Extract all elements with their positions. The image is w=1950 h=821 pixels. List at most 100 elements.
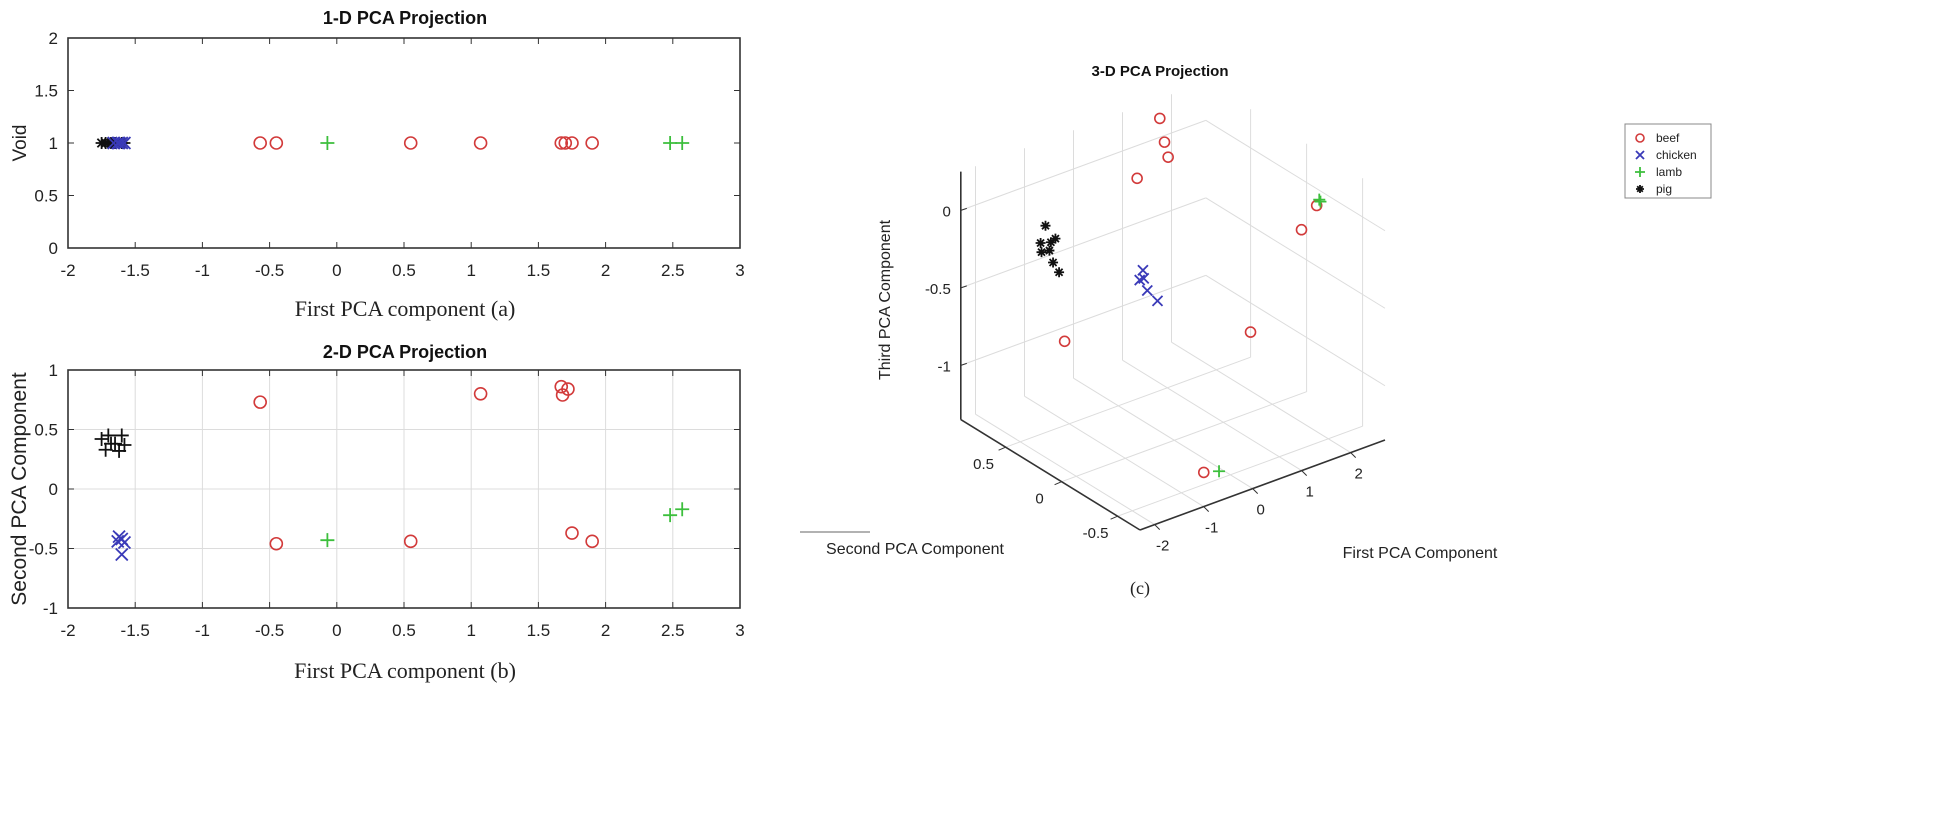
chart-a-ytick-label: 1: [49, 134, 58, 153]
chart-c-point-beef-shape: [1154, 112, 1166, 125]
chart-c-ytick-label: 0.5: [973, 456, 994, 473]
chart-b-point-beef: [269, 536, 284, 551]
chart-c-point-pig: [1048, 257, 1059, 268]
chart-c-point-beef: [1058, 335, 1071, 348]
chart-c-point-lamb-shape: [1314, 195, 1327, 208]
chart-c-point-beef-shape: [1244, 326, 1257, 338]
chart-b-point-pig-shape: [104, 436, 119, 451]
chart-c-ytick: [998, 446, 1006, 451]
chart-b-point-beef-shape: [565, 526, 579, 540]
chart-c-grid-floor-y: [1061, 391, 1307, 483]
chart-b-xtick-label: 0: [332, 621, 341, 640]
chart-c-point-pig-shape: [1054, 267, 1065, 278]
chart-b-point-beef-shape: [253, 395, 267, 409]
chart-b-point-pig-shape: [114, 428, 129, 443]
chart-b-ytick-label: -0.5: [29, 540, 58, 559]
chart-b-point-pig-shape: [112, 443, 127, 458]
chart-b-point-chicken: [111, 534, 125, 548]
chart-c-point-pig: [1050, 233, 1061, 244]
chart-c-point-chicken-shape: [1151, 295, 1164, 307]
chart-c-xtick-label: -1: [1205, 520, 1218, 537]
chart-b-point-beef-shape: [473, 386, 488, 401]
chart-c-grid-floor-x: [1024, 395, 1204, 508]
chart-b-ytick-label: 0.5: [34, 421, 58, 440]
chart-c-zlabel: Third PCA Component: [877, 219, 894, 380]
chart-a-xtick-label: -1.5: [121, 261, 150, 280]
chart-c-point-pig: [1036, 247, 1047, 258]
chart-a-xtick-label: -2: [60, 261, 75, 280]
chart-c-xtick: [1301, 470, 1308, 476]
chart-c-point-beef: [1295, 223, 1308, 236]
chart-c-ytick-label: 0: [1035, 491, 1043, 508]
chart-c-ytick: [1054, 481, 1062, 486]
chart-b-xtick-label: -1.5: [121, 621, 150, 640]
chart-c-point-beef: [1197, 466, 1210, 479]
chart-a-point-beef-shape: [473, 136, 488, 150]
chart-c-point-lamb: [1213, 465, 1226, 478]
chart-a-point-lamb-shape: [675, 136, 690, 150]
chart-c-caption: (c): [1130, 578, 1150, 599]
chart-c-point-pig-shape: [1050, 233, 1061, 244]
chart-c-ylabel: Second PCA Component: [826, 541, 1004, 558]
chart-c-point-beef-shape: [1131, 172, 1143, 185]
chart-a-xlabel: First PCA component (a): [295, 296, 516, 321]
chart-c-point-beef-shape: [1295, 223, 1308, 236]
chart-c-point-pig: [1044, 245, 1055, 256]
chart-c-grid-floor-y: [1005, 356, 1251, 448]
chart-b-point-lamb-shape: [675, 502, 690, 517]
chart-c-point-chicken-shape: [1138, 272, 1150, 284]
chart-a-ytick-label: 0: [49, 239, 58, 258]
chart-c-ztick-label: -1: [937, 358, 950, 375]
chart-a-point-beef: [554, 136, 569, 150]
chart-c-ztick: [960, 362, 967, 366]
chart-c-ztick: [960, 207, 967, 211]
chart-b-ylabel: Second PCA Component: [8, 372, 31, 606]
chart-c-point-chicken: [1151, 295, 1164, 307]
chart-b-point-beef: [585, 534, 599, 549]
chart-c-point-lamb: [1314, 195, 1327, 208]
chart-c-point-pig-shape: [1044, 245, 1055, 256]
chart-a-point-lamb: [663, 136, 678, 150]
chart-a-ytick-label: 2: [49, 29, 58, 48]
chart-b-point-beef: [473, 386, 488, 401]
chart-c-yaxis: [960, 418, 1141, 531]
chart-a-point-beef: [269, 136, 284, 150]
chart-c-grid-back-z: [960, 119, 1206, 211]
chart-c-point-beef-shape: [1058, 335, 1071, 348]
chart-a-point-beef: [558, 136, 573, 150]
chart-b-point-beef: [253, 395, 267, 409]
chart-c-point-pig: [1035, 238, 1046, 248]
chart-c-point-beef: [1131, 172, 1143, 185]
chart-a-ytick-label: 0.5: [34, 187, 58, 206]
chart-b-xtick-label: 3: [735, 621, 744, 640]
chart-b-point-chicken-shape: [111, 534, 125, 548]
chart-c-legend-marker-beef-shape: [1635, 133, 1645, 143]
chart-b-point-lamb: [663, 508, 678, 523]
chart-b-xtick-label: 2.5: [661, 621, 685, 640]
chart-c-grid-side-z: [1205, 119, 1386, 232]
chart-c-point-pig-shape: [1048, 257, 1059, 268]
chart-c-grid-floor-x: [1171, 341, 1351, 454]
chart-a-xtick-label: -0.5: [255, 261, 284, 280]
chart-b-point-pig-shape: [101, 428, 116, 443]
chart-a-point-beef-shape: [585, 136, 599, 150]
chart-c-legend-label-beef: beef: [1656, 131, 1680, 145]
chart-c-ytick: [1110, 515, 1118, 520]
chart-c-point-pig: [1045, 237, 1056, 248]
chart-c-legend-label-pig: pig: [1656, 182, 1672, 196]
chart-b-point-chicken-shape: [115, 547, 129, 562]
chart-c-ztick: [960, 285, 967, 289]
chart-a-point-chicken: [111, 136, 125, 150]
chart-a-xtick-label: 2.5: [661, 261, 685, 280]
chart-a-point-chicken: [112, 136, 126, 150]
chart-c-point-beef-shape: [1162, 151, 1174, 163]
chart-a-point-beef: [565, 136, 579, 150]
chart-a-point-beef: [473, 136, 488, 150]
chart-a-point-beef-shape: [253, 136, 267, 150]
chart-b-point-lamb-shape: [320, 533, 335, 548]
chart-c-point-pig-shape: [1036, 247, 1047, 258]
chart-b-point-pig: [101, 428, 116, 443]
chart-c-point-beef: [1162, 151, 1174, 163]
chart-c-legend-marker-lamb-shape: [1635, 167, 1645, 177]
chart-c-legend-marker-chicken: [1635, 150, 1645, 160]
